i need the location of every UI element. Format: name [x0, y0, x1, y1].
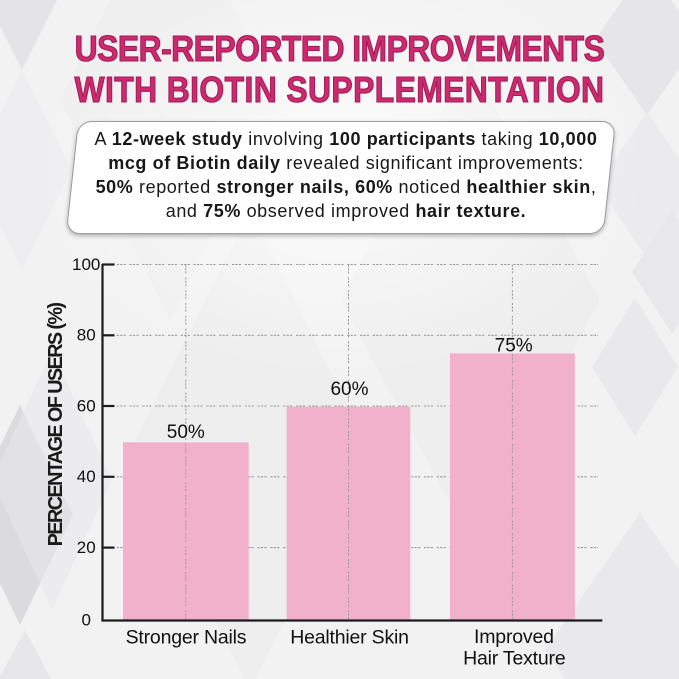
- svg-text:40: 40: [77, 467, 96, 486]
- svg-text:75%: 75%: [495, 336, 533, 357]
- svg-text:20: 20: [77, 538, 96, 557]
- svg-text:PERCENTAGE OF USERS (%): PERCENTAGE OF USERS (%): [45, 303, 67, 547]
- svg-text:60: 60: [77, 396, 96, 415]
- svg-text:Healthier Skin: Healthier Skin: [290, 627, 409, 649]
- svg-text:80: 80: [77, 326, 96, 345]
- svg-text:60%: 60%: [330, 379, 368, 400]
- svg-text:Hair Texture: Hair Texture: [463, 648, 565, 670]
- svg-text:0: 0: [81, 611, 90, 630]
- svg-text:Stronger Nails: Stronger Nails: [126, 627, 247, 649]
- svg-text:100: 100: [72, 255, 100, 274]
- svg-text:Improved: Improved: [474, 626, 554, 648]
- svg-text:50%: 50%: [167, 422, 205, 443]
